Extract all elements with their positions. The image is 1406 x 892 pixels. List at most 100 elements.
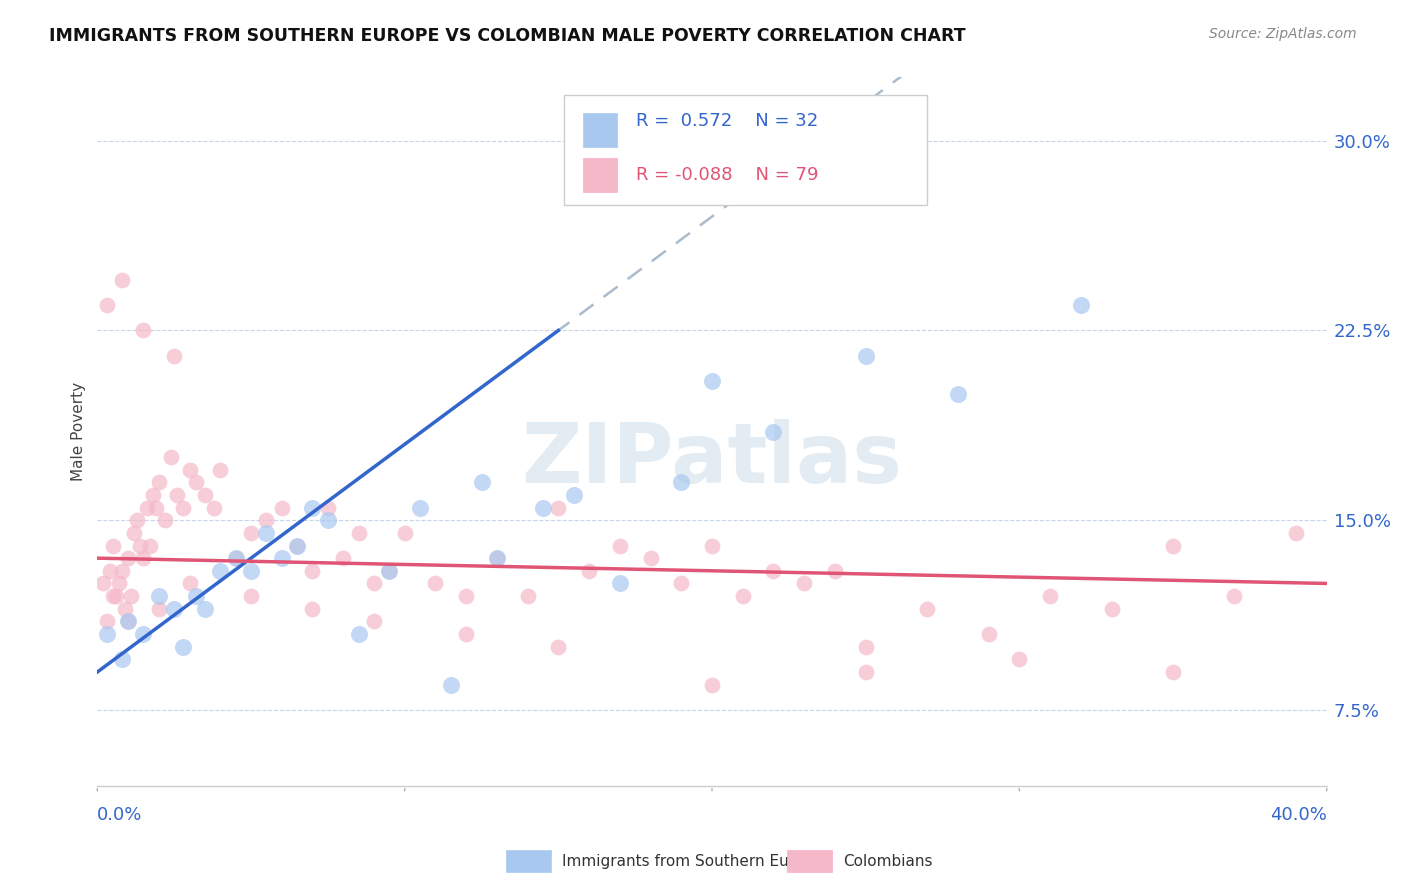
Point bbox=[425, 576, 447, 591]
Point bbox=[179, 462, 201, 476]
Point bbox=[142, 488, 165, 502]
Point bbox=[135, 500, 157, 515]
Point bbox=[378, 564, 401, 578]
Point bbox=[700, 678, 723, 692]
FancyBboxPatch shape bbox=[564, 95, 927, 205]
Point bbox=[609, 539, 631, 553]
Point bbox=[301, 500, 323, 515]
Point bbox=[209, 462, 232, 476]
Point bbox=[122, 525, 145, 540]
Point bbox=[485, 551, 508, 566]
Point bbox=[254, 525, 277, 540]
Point bbox=[101, 539, 124, 553]
Point bbox=[270, 500, 292, 515]
Y-axis label: Male Poverty: Male Poverty bbox=[72, 382, 86, 481]
Point bbox=[138, 539, 160, 553]
Point bbox=[347, 627, 370, 641]
Point bbox=[120, 589, 142, 603]
Point bbox=[547, 640, 569, 654]
Point bbox=[225, 551, 247, 566]
Point bbox=[132, 551, 155, 566]
Text: IMMIGRANTS FROM SOUTHERN EUROPE VS COLOMBIAN MALE POVERTY CORRELATION CHART: IMMIGRANTS FROM SOUTHERN EUROPE VS COLOM… bbox=[49, 27, 966, 45]
Point bbox=[270, 551, 292, 566]
Point bbox=[117, 615, 139, 629]
Point bbox=[117, 551, 139, 566]
Text: R = -0.088    N = 79: R = -0.088 N = 79 bbox=[636, 166, 818, 185]
Point bbox=[129, 539, 152, 553]
Point bbox=[824, 564, 846, 578]
Point bbox=[240, 589, 263, 603]
Point bbox=[378, 564, 401, 578]
Point bbox=[1039, 589, 1062, 603]
Point bbox=[194, 601, 217, 615]
Point bbox=[184, 475, 207, 490]
Point bbox=[179, 576, 201, 591]
FancyBboxPatch shape bbox=[583, 158, 617, 192]
Point bbox=[160, 450, 183, 464]
Point bbox=[117, 615, 139, 629]
Point bbox=[163, 601, 186, 615]
Point bbox=[915, 601, 938, 615]
Point bbox=[148, 601, 170, 615]
Point bbox=[163, 349, 186, 363]
Point bbox=[285, 539, 308, 553]
Point bbox=[671, 475, 693, 490]
Point bbox=[470, 475, 492, 490]
Point bbox=[456, 627, 478, 641]
Point bbox=[1008, 652, 1031, 666]
Point bbox=[762, 564, 785, 578]
Point bbox=[145, 500, 167, 515]
Point bbox=[363, 576, 385, 591]
Point bbox=[700, 539, 723, 553]
Point bbox=[456, 589, 478, 603]
Text: 40.0%: 40.0% bbox=[1270, 806, 1327, 824]
Point bbox=[209, 564, 232, 578]
Point bbox=[700, 374, 723, 388]
Point bbox=[254, 513, 277, 527]
Point bbox=[409, 500, 432, 515]
Point bbox=[793, 576, 815, 591]
Point bbox=[184, 589, 207, 603]
Point bbox=[225, 551, 247, 566]
Point bbox=[609, 576, 631, 591]
Point bbox=[108, 576, 131, 591]
Point bbox=[285, 539, 308, 553]
Point bbox=[172, 500, 194, 515]
Text: Immigrants from Southern Europe: Immigrants from Southern Europe bbox=[562, 855, 824, 869]
Point bbox=[101, 589, 124, 603]
Point bbox=[301, 564, 323, 578]
Point bbox=[1223, 589, 1246, 603]
Point bbox=[96, 298, 118, 312]
Point bbox=[202, 500, 225, 515]
Point bbox=[111, 564, 134, 578]
Point bbox=[1285, 525, 1308, 540]
Point bbox=[762, 425, 785, 439]
Point bbox=[148, 589, 170, 603]
Point bbox=[440, 678, 463, 692]
Point bbox=[547, 500, 569, 515]
Text: Colombians: Colombians bbox=[844, 855, 934, 869]
Point bbox=[1161, 665, 1184, 679]
Point bbox=[93, 576, 115, 591]
Point bbox=[332, 551, 354, 566]
Point bbox=[132, 627, 155, 641]
Point bbox=[127, 513, 149, 527]
Text: Source: ZipAtlas.com: Source: ZipAtlas.com bbox=[1209, 27, 1357, 41]
Point bbox=[485, 551, 508, 566]
Point bbox=[111, 273, 134, 287]
Point bbox=[114, 601, 136, 615]
Point bbox=[363, 615, 385, 629]
Point bbox=[104, 589, 127, 603]
Point bbox=[562, 488, 585, 502]
Point bbox=[640, 551, 662, 566]
Point bbox=[855, 349, 877, 363]
Point bbox=[316, 513, 339, 527]
Point bbox=[194, 488, 217, 502]
Point bbox=[132, 323, 155, 337]
Point bbox=[946, 386, 969, 401]
Point bbox=[240, 525, 263, 540]
Point bbox=[316, 500, 339, 515]
Point bbox=[98, 564, 121, 578]
Point bbox=[394, 525, 416, 540]
Point bbox=[240, 564, 263, 578]
